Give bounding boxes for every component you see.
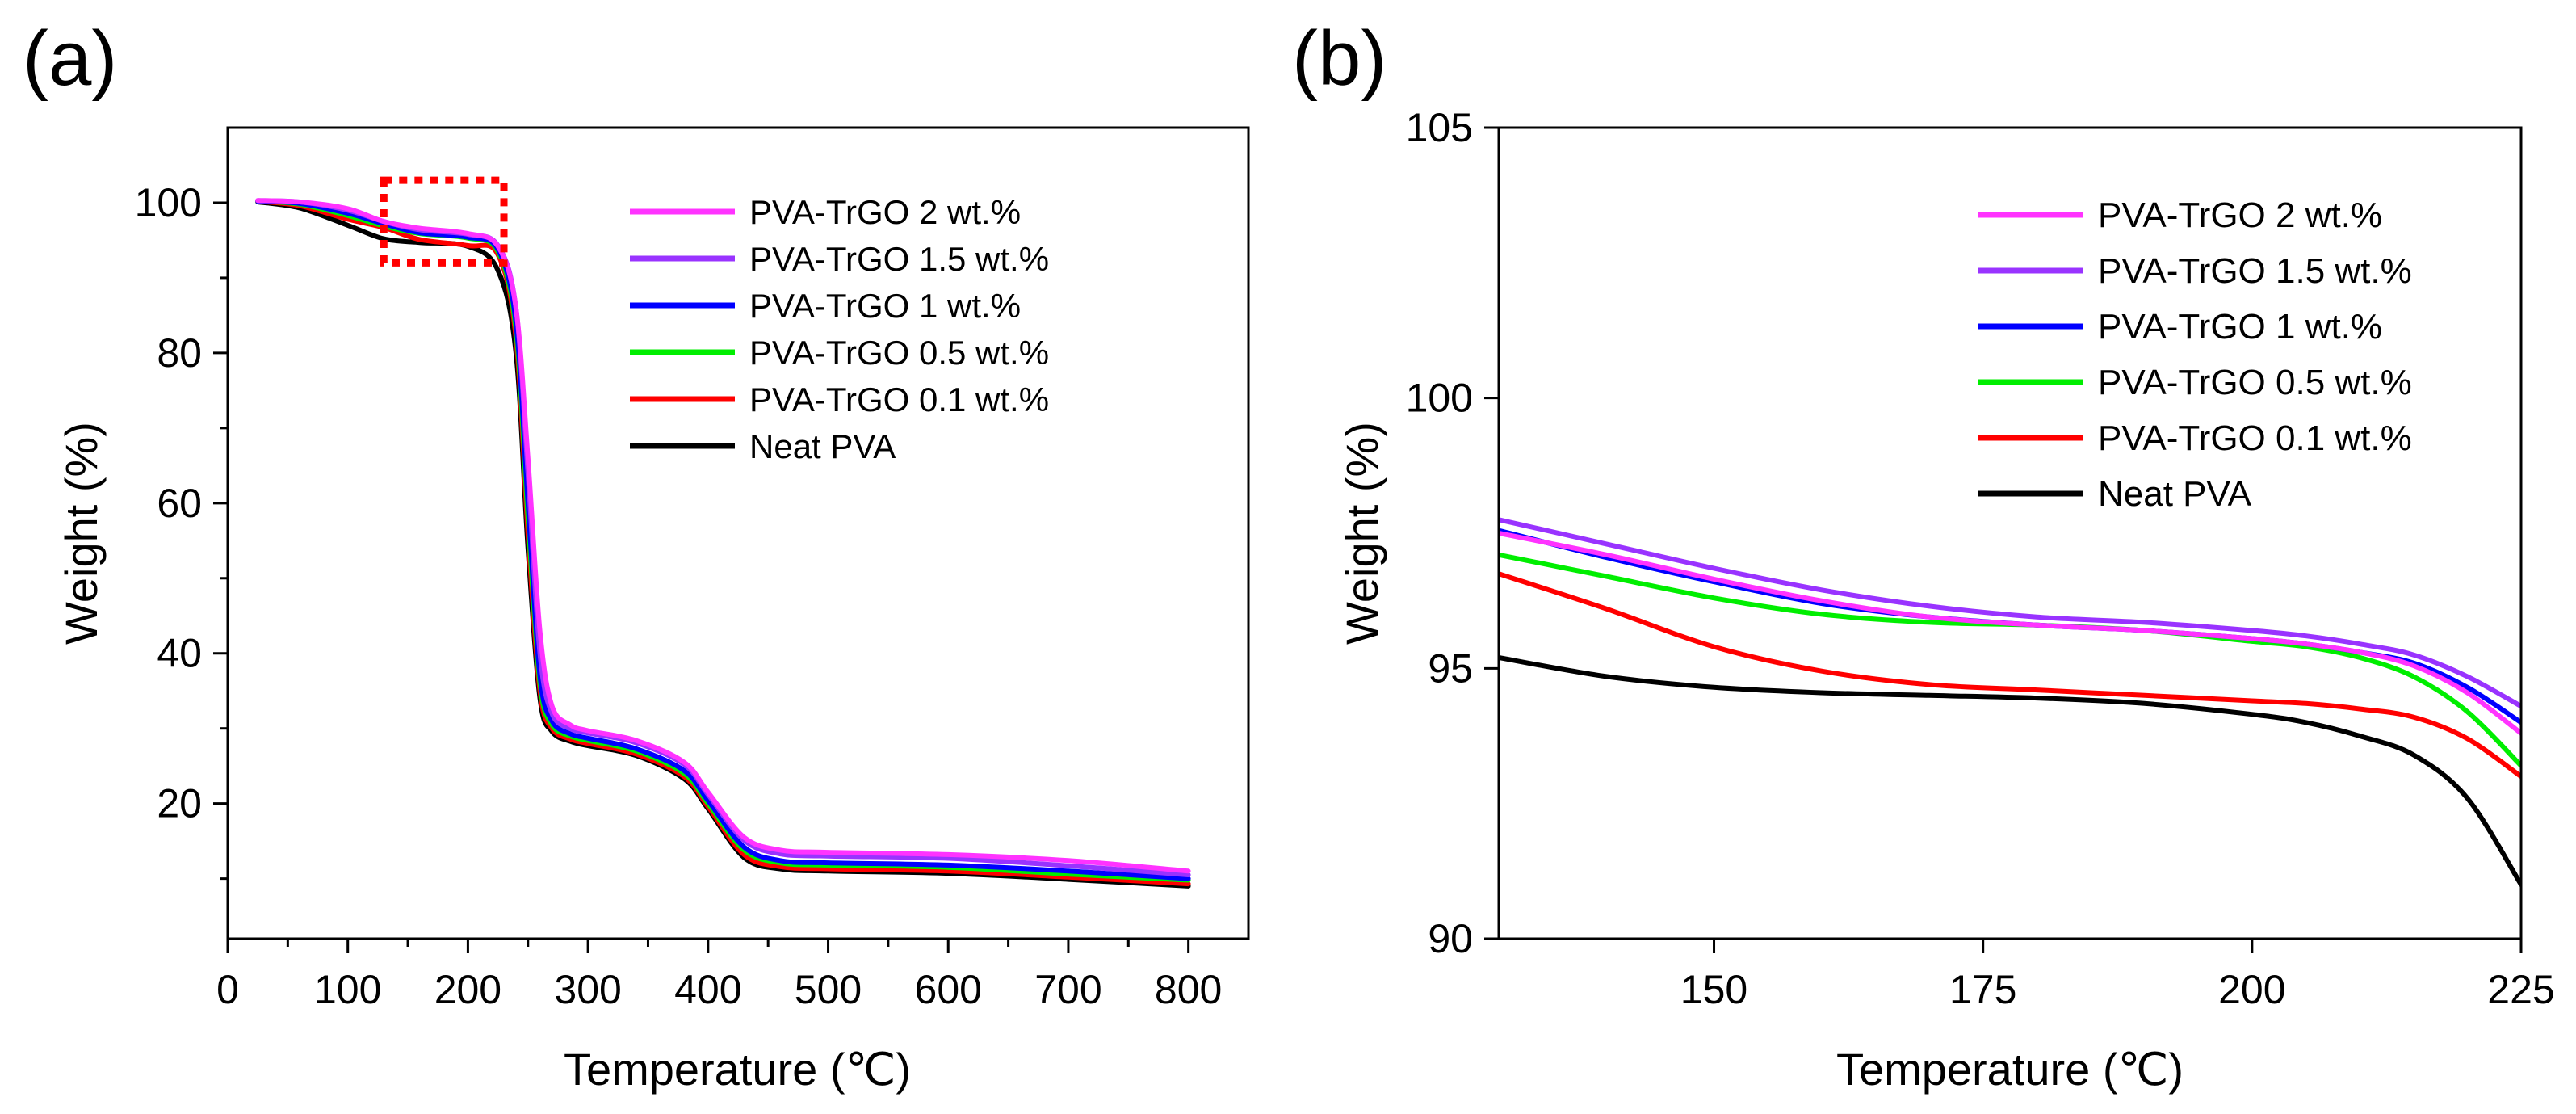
x-tick-label: 600 [915, 967, 982, 1012]
panel-b-plot-frame [1497, 126, 2523, 940]
legend-label: PVA-TrGO 1 wt.% [749, 287, 1021, 325]
x-tick-label: 400 [674, 967, 741, 1012]
y-tick-label: 20 [157, 781, 202, 826]
panel-a-y-axis: 20 40 60 80 100 [135, 180, 228, 881]
y-tick-label: 100 [135, 180, 202, 225]
series-line-4 [1499, 571, 2521, 780]
y-tick-label: 90 [1428, 916, 1473, 961]
panel-b-x-axis: 150 175 200 225 [1680, 939, 2555, 1012]
legend-label: Neat PVA [749, 427, 896, 465]
x-tick-label: 150 [1680, 967, 1747, 1012]
x-tick-label: 200 [434, 967, 501, 1012]
x-tick-label: 300 [554, 967, 621, 1012]
series-line-1 [255, 198, 1191, 877]
y-tick-label: 80 [157, 330, 202, 376]
series-line-0 [255, 198, 1191, 874]
panel-a-x-axis: 0 100 200 300 400 500 600 700 800 [216, 939, 1222, 1012]
legend-label: PVA-TrGO 0.1 wt.% [749, 380, 1049, 418]
legend-label: PVA-TrGO 0.5 wt.% [749, 334, 1049, 372]
y-tick-label: 40 [157, 631, 202, 676]
panel-b-label: (b) [1292, 15, 1387, 102]
x-tick-label: 175 [1949, 967, 2016, 1012]
panel-a: (a) 0 100 200 300 400 500 600 700 800 20 40 60 80 10… [23, 15, 1250, 1095]
series-line-3 [1499, 552, 2521, 768]
panel-b-x-axis-title: Temperature (℃) [1836, 1044, 2184, 1095]
x-tick-label: 500 [795, 967, 862, 1012]
legend-label: PVA-TrGO 0.5 wt.% [2098, 363, 2412, 402]
panel-a-x-axis-title: Temperature (℃) [564, 1044, 911, 1095]
panel-a-series [255, 198, 1191, 889]
legend-label: PVA-TrGO 1 wt.% [2098, 307, 2382, 347]
panel-a-legend: PVA-TrGO 2 wt.% PVA-TrGO 1.5 wt.% PVA-TrGO… [630, 193, 1049, 465]
series-line-1 [1499, 517, 2521, 709]
legend-label: PVA-TrGO 2 wt.% [2098, 195, 2382, 235]
panel-a-plot-frame [226, 126, 1250, 940]
x-tick-label: 800 [1155, 967, 1222, 1012]
series-line-0 [1499, 531, 2521, 736]
x-tick-label: 0 [216, 967, 239, 1012]
y-tick-label: 95 [1428, 645, 1473, 691]
x-tick-label: 225 [2487, 967, 2554, 1012]
panel-b-y-axis: 90 95 100 105 [1406, 105, 1499, 961]
legend-label: PVA-TrGO 1.5 wt.% [2098, 251, 2412, 291]
x-tick-label: 200 [2218, 967, 2285, 1012]
series-line-2 [255, 199, 1191, 881]
panel-b: (b) 150 175 200 225 90 95 100 105 Temperature … [1292, 15, 2555, 1095]
zoom-box [380, 176, 508, 267]
series-line-5 [1499, 654, 2521, 888]
panel-b-y-axis-title: Weight (%) [1336, 422, 1387, 645]
series-line-4 [255, 199, 1191, 887]
y-tick-label: 100 [1406, 376, 1473, 421]
legend-label: Neat PVA [2098, 474, 2252, 514]
y-tick-label: 105 [1406, 105, 1473, 150]
panel-a-y-axis-title: Weight (%) [56, 422, 107, 645]
x-tick-label: 100 [314, 967, 381, 1012]
x-tick-label: 700 [1034, 967, 1101, 1012]
legend-label: PVA-TrGO 0.1 wt.% [2098, 418, 2412, 458]
legend-label: PVA-TrGO 1.5 wt.% [749, 240, 1049, 278]
y-tick-label: 60 [157, 481, 202, 526]
panel-b-series [1499, 517, 2521, 888]
legend-label: PVA-TrGO 2 wt.% [749, 193, 1021, 231]
panel-a-label: (a) [23, 15, 117, 102]
panel-b-legend: PVA-TrGO 2 wt.% PVA-TrGO 1.5 wt.% PVA-TrGO… [1978, 195, 2412, 514]
